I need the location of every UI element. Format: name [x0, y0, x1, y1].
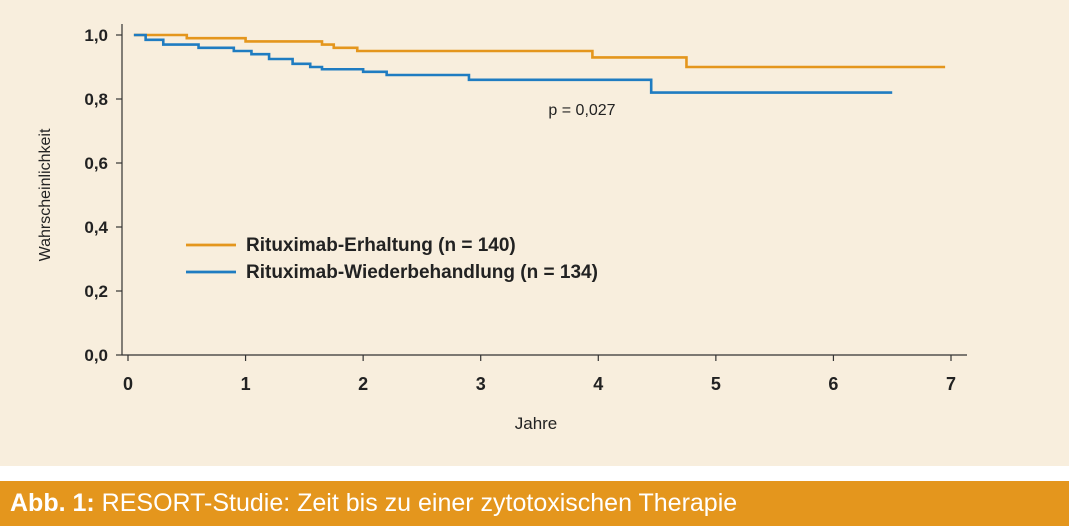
x-tick-label: 1	[241, 374, 251, 394]
x-tick-label: 6	[828, 374, 838, 394]
y-tick-label: 0,4	[84, 218, 108, 237]
legend-label: Rituximab-Wiederbehandlung (n = 134)	[246, 262, 598, 283]
x-tick-label: 3	[476, 374, 486, 394]
p-value-annotation: p = 0,027	[548, 102, 615, 119]
survival-chart: 0,0 0,2 0,4 0,6 0,8 1,0 0 1 2 3 4 5 6 7 Jahre Wahrschei…	[37, 24, 967, 433]
x-tick-label: 7	[946, 374, 956, 394]
y-tick-label: 0,6	[84, 154, 108, 173]
x-tick-label: 5	[711, 374, 721, 394]
y-tick-label: 1,0	[84, 26, 108, 45]
x-tick-label: 2	[358, 374, 368, 394]
series-line-wiederbehandlung	[133, 33, 893, 94]
y-tick-label: 0,0	[84, 346, 108, 365]
y-tick-label: 0,8	[84, 90, 108, 109]
x-tick-label: 0	[123, 374, 133, 394]
figure-caption: Abb. 1: RESORT-Studie: Zeit bis zu einer…	[0, 481, 1069, 526]
y-axis-title: Wahrscheinlichkeit	[37, 128, 54, 261]
legend-label: Rituximab-Erhaltung (n = 140)	[246, 235, 516, 256]
x-tick-label: 4	[593, 374, 603, 394]
series-line-erhaltung	[133, 33, 946, 69]
x-axis-title: Jahre	[515, 414, 558, 433]
chart-panel: 0,0 0,2 0,4 0,6 0,8 1,0 0 1 2 3 4 5 6 7 Jahre Wahrschei…	[0, 0, 1069, 466]
caption-label: Abb. 1:	[10, 489, 95, 517]
y-tick-label: 0,2	[84, 282, 108, 301]
caption-text: RESORT-Studie: Zeit bis zu einer zytotox…	[101, 489, 738, 517]
